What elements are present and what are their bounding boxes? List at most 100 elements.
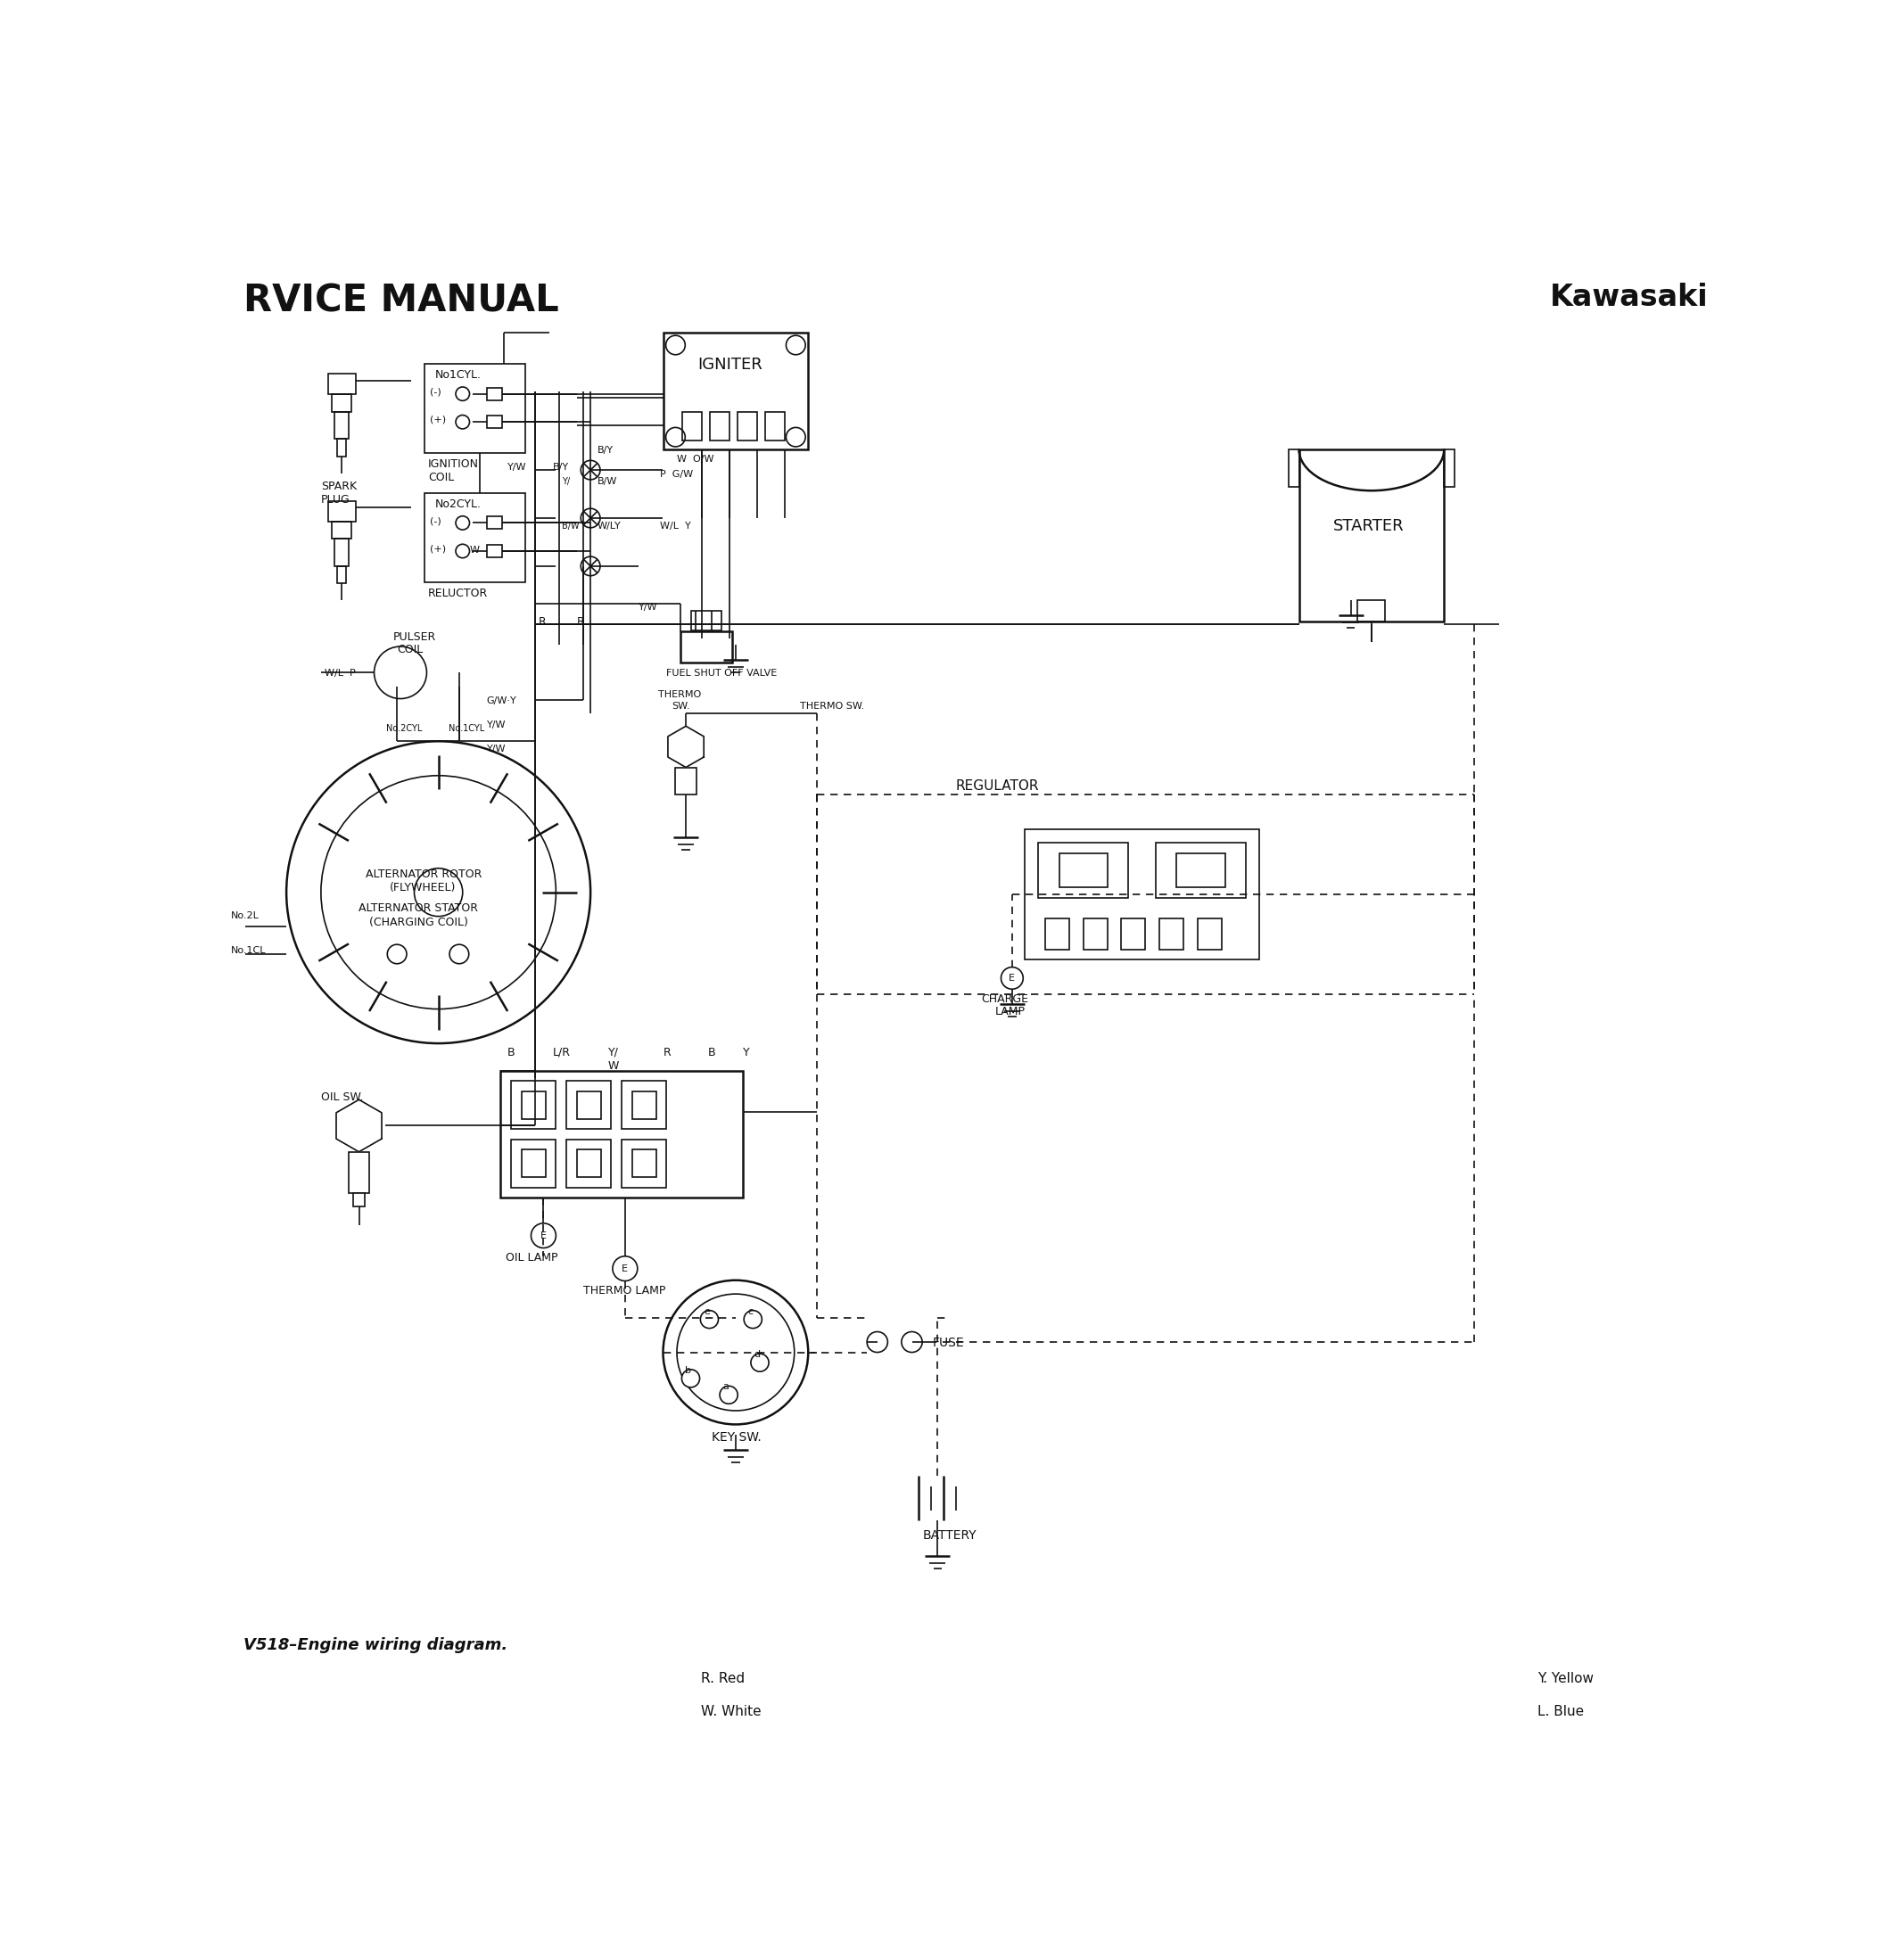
- Text: B: B: [508, 1047, 516, 1059]
- Circle shape: [682, 1370, 699, 1387]
- Polygon shape: [668, 727, 704, 767]
- Text: E: E: [541, 1232, 546, 1240]
- Text: Y/
W: Y/ W: [607, 1047, 619, 1073]
- Bar: [1156, 843, 1245, 898]
- Text: ALTERNATOR STATOR: ALTERNATOR STATOR: [360, 903, 478, 915]
- Bar: [1045, 919, 1070, 950]
- Text: B/W: B/W: [598, 476, 617, 486]
- Text: Y: Y: [743, 1047, 750, 1059]
- Text: RELUCTOR: RELUCTOR: [428, 587, 487, 598]
- Text: No.2L: No.2L: [230, 911, 259, 921]
- Text: B/Y: B/Y: [552, 462, 569, 472]
- Bar: [425, 363, 526, 453]
- Bar: [632, 1150, 657, 1177]
- Bar: [691, 610, 722, 630]
- Text: KEY SW.: KEY SW.: [712, 1432, 762, 1444]
- Text: THERMO: THERMO: [659, 690, 701, 699]
- Bar: [632, 1092, 657, 1119]
- Text: G/W·Y: G/W·Y: [487, 698, 516, 705]
- Text: RVICE MANUAL: RVICE MANUAL: [244, 282, 560, 321]
- Bar: [487, 416, 503, 427]
- Text: R: R: [539, 616, 546, 628]
- Text: c: c: [748, 1308, 752, 1315]
- Text: Y/W: Y/W: [487, 721, 506, 729]
- Bar: [663, 332, 807, 449]
- Text: W. White: W. White: [701, 1704, 762, 1718]
- Bar: [1059, 853, 1108, 888]
- Text: L. Blue: L. Blue: [1537, 1704, 1584, 1718]
- Text: No.2CYL: No.2CYL: [387, 725, 423, 733]
- Polygon shape: [337, 1100, 381, 1152]
- Bar: [354, 1193, 364, 1207]
- Text: FUEL SHUT OFF VALVE: FUEL SHUT OFF VALVE: [666, 668, 777, 678]
- Bar: [1198, 919, 1222, 950]
- Text: Y/W: Y/W: [640, 602, 659, 612]
- Bar: [680, 631, 733, 663]
- Text: Y: Y: [615, 521, 621, 530]
- Text: IGNITER: IGNITER: [697, 358, 762, 373]
- Bar: [425, 494, 526, 583]
- Bar: [1443, 449, 1455, 488]
- Bar: [337, 565, 347, 583]
- Text: (-): (-): [430, 517, 442, 527]
- Text: REGULATOR: REGULATOR: [956, 779, 1040, 793]
- Circle shape: [744, 1310, 762, 1329]
- Text: THERMO LAMP: THERMO LAMP: [583, 1284, 666, 1296]
- Bar: [487, 517, 503, 528]
- Text: IGNITION
COIL: IGNITION COIL: [428, 459, 480, 484]
- Bar: [510, 1139, 556, 1187]
- Bar: [676, 767, 697, 795]
- Bar: [487, 544, 503, 558]
- Text: W: W: [470, 546, 480, 554]
- Text: CHARGE: CHARGE: [981, 993, 1028, 1005]
- Text: V518–Engine wiring diagram.: V518–Engine wiring diagram.: [244, 1638, 508, 1653]
- Text: b: b: [685, 1366, 691, 1376]
- Text: PULSER: PULSER: [394, 631, 436, 643]
- Text: a: a: [724, 1383, 729, 1391]
- Text: OIL LAMP: OIL LAMP: [505, 1251, 558, 1263]
- Text: E: E: [623, 1265, 628, 1273]
- Bar: [331, 521, 352, 538]
- Text: (+): (+): [430, 416, 446, 424]
- Text: d: d: [754, 1350, 760, 1360]
- Text: W/L: W/L: [598, 521, 617, 530]
- Text: (-): (-): [430, 389, 442, 396]
- Bar: [1160, 919, 1184, 950]
- Text: P  G/W: P G/W: [659, 470, 693, 480]
- Text: W/L  Y: W/L Y: [659, 521, 691, 530]
- Circle shape: [750, 1354, 769, 1372]
- Text: Kawasaki: Kawasaki: [1550, 282, 1708, 313]
- Bar: [331, 394, 352, 412]
- Bar: [577, 1092, 602, 1119]
- Bar: [522, 1150, 546, 1177]
- Text: B/Y: B/Y: [598, 447, 613, 455]
- Circle shape: [901, 1331, 922, 1352]
- Text: STARTER: STARTER: [1333, 519, 1405, 534]
- Bar: [765, 412, 784, 441]
- Bar: [621, 1080, 666, 1129]
- Bar: [348, 1152, 369, 1193]
- Bar: [1083, 919, 1108, 950]
- Bar: [1121, 919, 1146, 950]
- Text: SPARK
PLUG: SPARK PLUG: [322, 480, 356, 505]
- Text: COIL: COIL: [396, 643, 423, 655]
- Bar: [682, 412, 703, 441]
- Bar: [1177, 853, 1224, 888]
- Circle shape: [701, 1310, 718, 1329]
- Bar: [1299, 449, 1443, 622]
- Bar: [487, 389, 503, 400]
- Bar: [1289, 449, 1299, 488]
- Bar: [501, 1071, 743, 1197]
- Text: Y. Yellow: Y. Yellow: [1537, 1671, 1594, 1685]
- Text: ALTERNATOR ROTOR: ALTERNATOR ROTOR: [366, 869, 482, 880]
- Text: No.1CL: No.1CL: [230, 946, 267, 954]
- Text: L/R: L/R: [552, 1047, 571, 1059]
- Bar: [335, 538, 348, 565]
- Bar: [565, 1080, 611, 1129]
- Text: e: e: [704, 1308, 710, 1315]
- Text: (FLYWHEEL): (FLYWHEEL): [390, 882, 457, 894]
- Bar: [1038, 843, 1129, 898]
- Circle shape: [720, 1385, 737, 1405]
- Text: B: B: [708, 1047, 716, 1059]
- Text: Y/: Y/: [562, 476, 569, 486]
